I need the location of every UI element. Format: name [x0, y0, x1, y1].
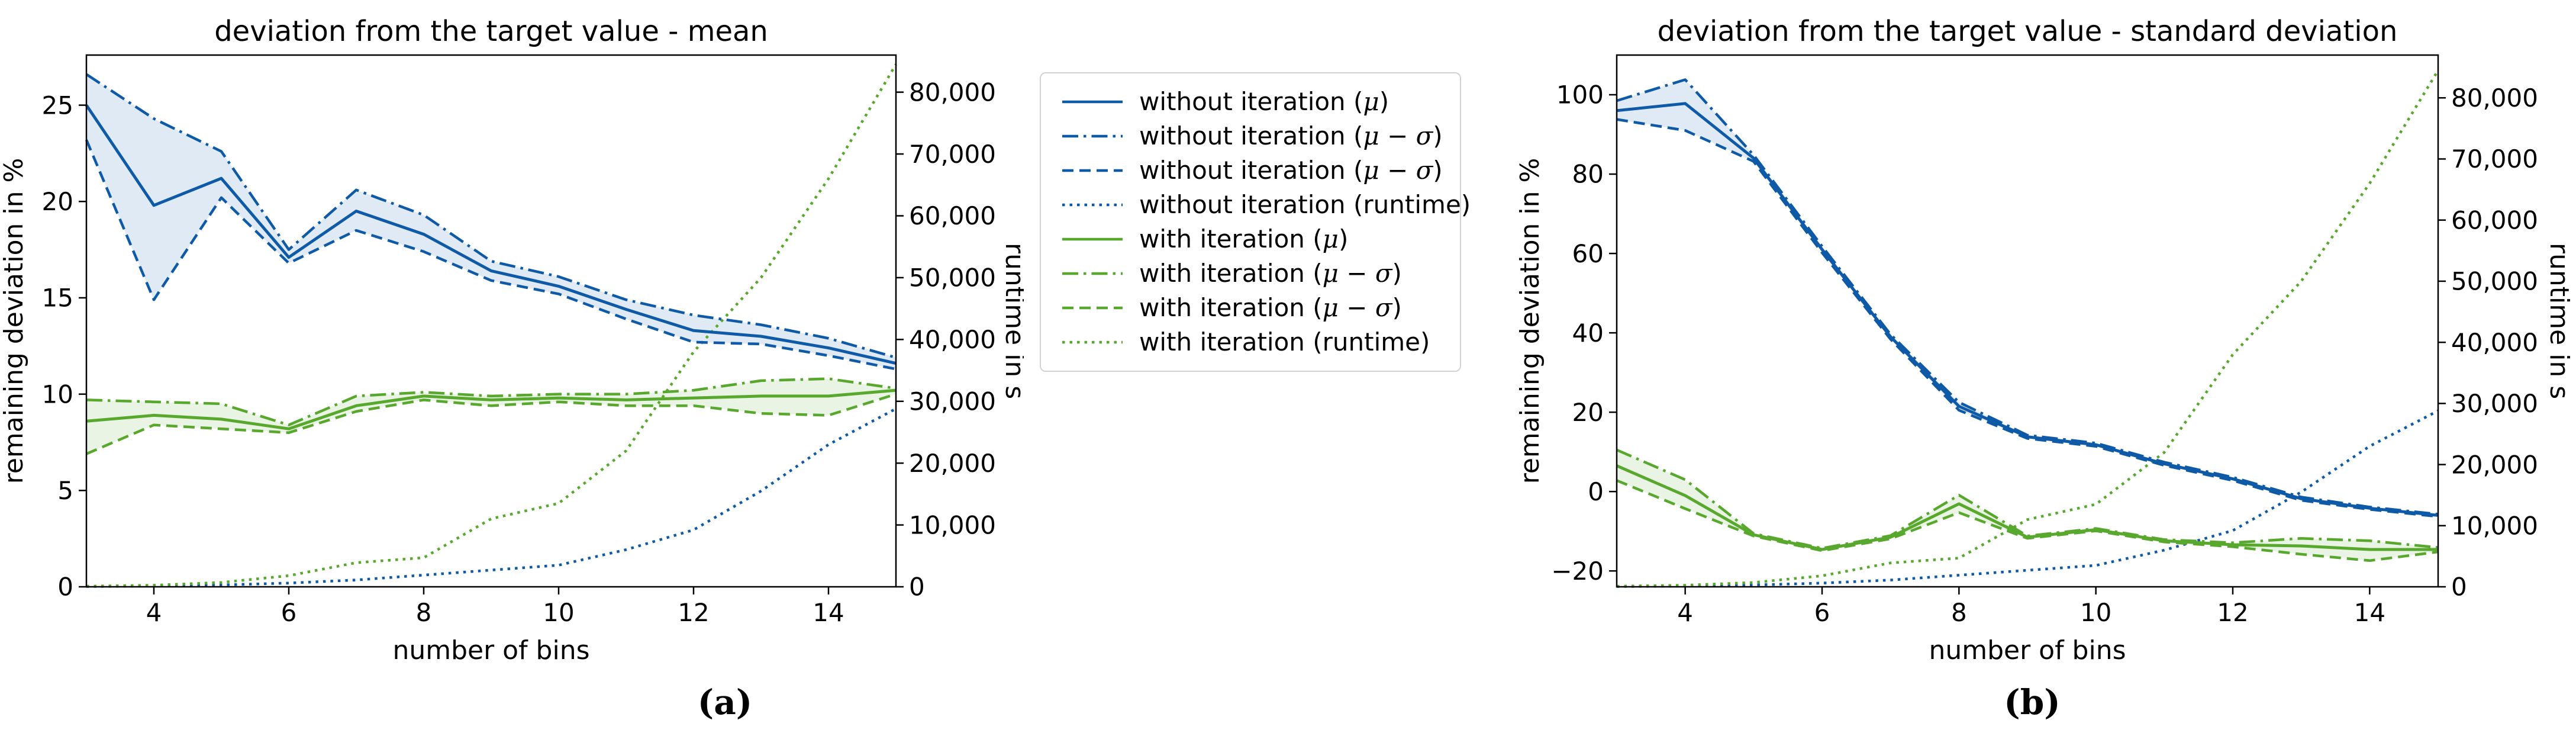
y-left-tick-label: 60 [1572, 239, 1604, 268]
legend-item: with iteration (runtime) [1061, 329, 1442, 355]
x-tick-label: 12 [678, 598, 709, 627]
dashdot-line-swatch [1062, 272, 1123, 275]
dashed-line-swatch [1062, 169, 1123, 172]
uncertainty-band [86, 378, 896, 454]
y-right-tick-label: 50,000 [909, 263, 996, 293]
dashed-line-swatch [1062, 306, 1123, 310]
y-right-tick-label: 30,000 [2451, 389, 2538, 418]
x-tick-label: 8 [1951, 598, 1967, 627]
x-tick-label: 14 [813, 598, 844, 627]
dotted-line-swatch [1062, 203, 1123, 207]
x-tick-label: 8 [416, 598, 432, 627]
legend-label: with iteration (runtime) [1139, 327, 1430, 356]
x-axis-label: number of bins [1929, 635, 2126, 666]
plot-frame [85, 54, 897, 588]
x-tick-label: 14 [2354, 598, 2385, 627]
series-line-dashdot-without [85, 73, 897, 359]
y-right-tick-label: 60,000 [909, 201, 996, 230]
legend-label: without iteration (μ) [1139, 87, 1389, 116]
y-right-tick-label: 0 [909, 573, 925, 602]
y-left-tick-label: 100 [1556, 81, 1604, 110]
chart-a-plot: 4 6 8 10 12 14 0 5 10 15 20 25 0 10,000 20,000 30,000 40… [0, 15, 1024, 666]
legend-label: with iteration (μ − σ) [1139, 259, 1402, 288]
y-right-tick-label: 60,000 [2451, 205, 2538, 234]
x-tick-label: 10 [2080, 598, 2111, 627]
solid-line-swatch [1062, 237, 1123, 241]
series-line-dotted-without [86, 407, 897, 588]
x-axis-label: number of bins [392, 635, 589, 666]
dashdot-line-swatch [1062, 134, 1123, 138]
series-line-dashdot-with [86, 377, 897, 426]
series-line-solid-with [86, 388, 897, 430]
y-right-axis-label: runtime in s [1000, 243, 1024, 399]
y-right-tick-label: 20,000 [2451, 450, 2538, 479]
uncertainty-band [86, 74, 896, 369]
y-left-tick-label: 40 [1572, 319, 1604, 348]
y-right-tick-label: 70,000 [2451, 144, 2538, 173]
x-tick-label: 4 [146, 598, 162, 627]
legend-item: without iteration (μ − σ) [1061, 121, 1443, 150]
series-line-dashed-without [1616, 118, 2439, 518]
y-right-tick-label: 10,000 [909, 510, 996, 539]
x-tick-label: 6 [1814, 598, 1830, 627]
y-left-tick-label: 0 [57, 573, 73, 602]
legend-item: without iteration (μ − σ) [1061, 156, 1443, 185]
legend-item: with iteration (μ − σ) [1061, 295, 1442, 321]
y-left-tick-label: 20 [42, 187, 73, 216]
y-right-tick-label: 10,000 [2451, 511, 2538, 540]
legend-label: without iteration (μ − σ) [1139, 156, 1443, 185]
y-right-tick-label: 80,000 [909, 78, 996, 107]
y-left-tick-label: 0 [1588, 477, 1604, 506]
legend-label: without iteration (μ − σ) [1139, 121, 1443, 150]
series-line-dashed-with [86, 393, 897, 455]
y-left-tick-label: 20 [1572, 398, 1604, 427]
legend-item: with iteration (μ − σ) [1061, 261, 1442, 287]
solid-line-swatch [1062, 100, 1123, 104]
legend-label: with iteration (μ − σ) [1139, 293, 1402, 322]
series-line-dotted-with [86, 63, 897, 588]
series-line-solid-without [85, 104, 897, 365]
subfigure-caption-a: (a) [697, 682, 753, 722]
y-right-tick-label: 0 [2451, 573, 2467, 602]
y-right-tick-label: 40,000 [909, 325, 996, 354]
x-tick-label: 4 [1677, 598, 1693, 627]
y-left-tick-label: 25 [42, 91, 73, 120]
dotted-line-swatch [1062, 340, 1123, 344]
series-line-dotted-with [1616, 69, 2439, 588]
y-left-tick-label: 10 [42, 380, 73, 409]
legend-item: with iteration (μ) [1061, 226, 1442, 252]
chart-title: deviation from the target value - standa… [1658, 15, 2398, 48]
y-left-tick-label: −20 [1551, 557, 1604, 586]
x-tick-label: 12 [2217, 598, 2248, 627]
x-tick-label: 6 [281, 598, 297, 627]
series-line-solid-without [1616, 102, 2439, 517]
legend-label: without iteration (runtime) [1139, 190, 1471, 219]
y-right-tick-label: 50,000 [2451, 267, 2538, 296]
y-right-axis-label: runtime in s [2544, 243, 2574, 399]
legend-item: without iteration (μ) [1061, 89, 1442, 115]
y-right-tick-label: 20,000 [909, 449, 996, 478]
series-line-solid-with [1616, 464, 2438, 551]
y-left-axis-label: remaining deviation in % [1515, 158, 1545, 484]
legend: without iteration (μ) without iteration (… [1040, 72, 1471, 372]
series-line-dashed-without [85, 139, 897, 371]
subfigure-caption-b: (b) [2004, 682, 2061, 722]
legend-label: with iteration (μ) [1139, 224, 1349, 253]
plot-frame [1616, 54, 2439, 588]
uncertainty-band [1617, 449, 2438, 561]
y-left-tick-label: 5 [57, 476, 73, 505]
y-right-tick-label: 30,000 [909, 387, 996, 416]
y-right-tick-label: 70,000 [909, 140, 996, 169]
chart-title: deviation from the target value - mean [214, 15, 768, 48]
x-tick-label: 10 [543, 598, 574, 627]
y-left-tick-label: 15 [42, 284, 73, 313]
y-right-tick-label: 80,000 [2451, 83, 2538, 113]
chart-b-plot: 4 6 8 10 12 14 −20 0 20 40 60 80 100 0 10,000 20,000 30,… [1515, 15, 2574, 666]
y-right-tick-label: 40,000 [2451, 328, 2538, 357]
uncertainty-band [1617, 79, 2438, 517]
y-left-tick-label: 80 [1572, 160, 1604, 189]
legend-item: without iteration (runtime) [1061, 192, 1471, 218]
y-left-axis-label: remaining deviation in % [0, 158, 29, 484]
